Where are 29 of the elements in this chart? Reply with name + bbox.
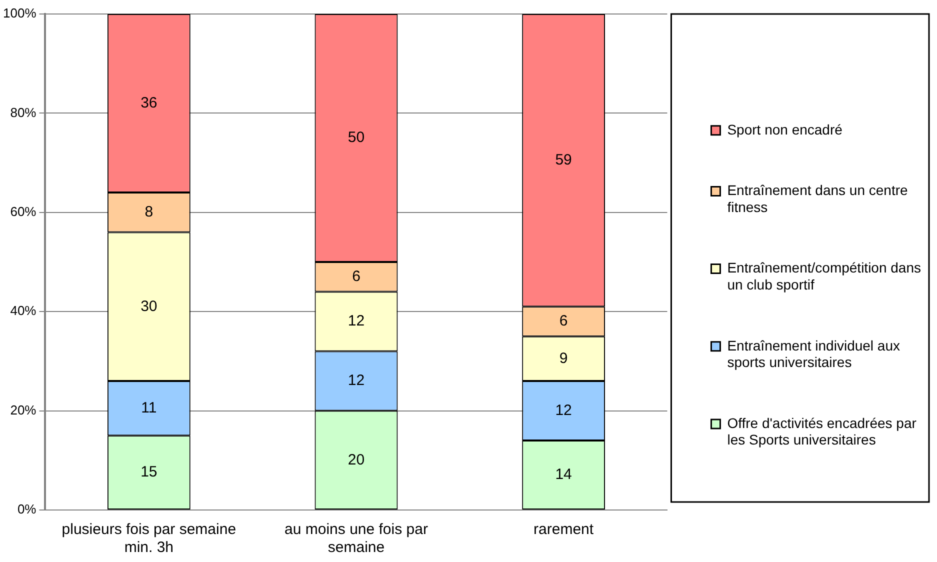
x-tick-label: au moins une fois par semaine (284, 521, 428, 556)
data-label: 30 (140, 298, 158, 315)
data-label: 11 (141, 399, 157, 416)
legend-label: Entraînement dans un centre fitness (727, 182, 908, 215)
data-label: 50 (348, 129, 365, 146)
y-tick-label: 80% (10, 104, 37, 120)
data-label: 12 (348, 312, 365, 330)
y-tick-label: 20% (10, 402, 37, 418)
data-label: 12 (555, 402, 572, 419)
data-label: 20 (348, 451, 365, 468)
data-label: 8 (144, 204, 154, 221)
data-label: 6 (559, 312, 568, 330)
x-tick-label: rarement (534, 521, 594, 538)
y-tick-label: 40% (10, 303, 37, 318)
x-tick-label: plusieurs fois par semaine min. 3h (62, 521, 236, 556)
data-label: 9 (559, 350, 568, 367)
data-label: 15 (140, 464, 158, 481)
legend-label: Sport non encadré (727, 121, 843, 138)
data-label: 12 (348, 372, 365, 390)
data-label: 36 (140, 94, 158, 112)
data-label: 59 (555, 151, 572, 168)
legend-label: Entraînement/compétition dans un club sportif (727, 260, 922, 292)
y-tick-label: 100% (3, 6, 37, 21)
y-tick-label: 0% (17, 502, 37, 517)
data-label: 14 (555, 466, 572, 484)
data-label: 6 (352, 268, 360, 286)
legend-label: Entraînement individuel aux sports universitaires (727, 337, 900, 370)
legend-label: Offre d'activités encadrées par les Sports universitaires (727, 414, 917, 448)
y-tick-label: 60% (10, 204, 37, 219)
